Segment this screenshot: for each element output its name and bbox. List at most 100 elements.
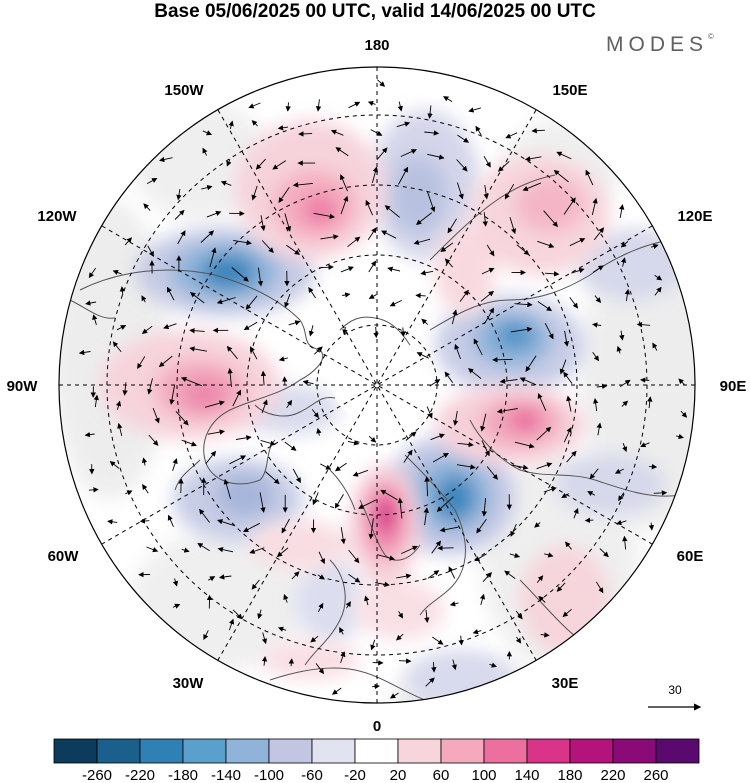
wind-vector <box>620 257 627 267</box>
wind-vector <box>223 478 232 500</box>
wind-vector <box>291 571 300 580</box>
wind-vector <box>592 398 599 412</box>
wind-vector <box>396 633 404 641</box>
wind-vector <box>206 210 222 218</box>
wind-vector <box>451 659 457 671</box>
wind-vector <box>573 507 579 519</box>
wind-vector <box>589 468 599 480</box>
wind-vector <box>265 471 280 485</box>
wind-vector <box>339 174 348 192</box>
wind-vector <box>556 151 572 160</box>
wind-vector <box>396 121 411 128</box>
wind-vector <box>537 392 547 411</box>
wind-vector <box>496 408 518 414</box>
wind-vector <box>497 160 510 172</box>
wind-vector <box>622 535 628 550</box>
wind-vector <box>175 411 189 426</box>
wind-vector <box>640 377 650 383</box>
wind-vector <box>281 518 290 534</box>
wind-vector <box>377 79 386 87</box>
wind-vector <box>166 286 175 301</box>
wind-vector <box>563 426 572 443</box>
wind-vector <box>207 429 225 435</box>
colorbar-tick-label: -20 <box>344 767 366 783</box>
colorbar-box <box>483 738 528 764</box>
wind-vector <box>245 295 258 310</box>
wind-vector <box>368 260 377 273</box>
copyright-mark: © <box>708 32 714 41</box>
wind-vector <box>467 368 482 379</box>
wind-vector <box>316 427 322 436</box>
lon-label-180: 180 <box>364 37 389 54</box>
wind-vector <box>536 575 544 583</box>
wind-vector <box>622 443 628 453</box>
wind-vector <box>78 349 91 356</box>
wind-vector <box>540 632 550 638</box>
wind-vector <box>430 433 445 441</box>
wind-vector <box>389 299 402 307</box>
lon-label-0: 0 <box>373 718 381 735</box>
wind-vector <box>285 102 291 112</box>
wind-vector <box>261 399 268 414</box>
wind-vector <box>276 547 289 557</box>
wind-vector <box>481 440 490 457</box>
wind-vector <box>384 205 400 218</box>
wind-vector <box>593 227 605 241</box>
wind-vector <box>538 595 546 603</box>
wind-vector <box>189 327 205 334</box>
wind-vector <box>227 368 233 387</box>
wind-vector <box>427 153 445 160</box>
negative-anomalies <box>135 110 685 703</box>
colorbar-box <box>612 738 657 764</box>
colorbar-box <box>526 738 571 764</box>
wind-vector <box>146 546 159 553</box>
wind-vector <box>364 595 370 606</box>
wind-vector <box>522 182 542 191</box>
wind-vector <box>334 462 347 472</box>
wind-vector <box>595 581 604 594</box>
wind-vector <box>139 518 150 524</box>
wind-vector <box>172 458 178 471</box>
wind-vector <box>510 523 517 537</box>
wind-vector <box>396 573 412 579</box>
wind-vector <box>340 195 349 215</box>
wind-vector <box>424 609 430 623</box>
wind-vector <box>217 547 234 553</box>
wind-vector <box>348 573 361 583</box>
wind-vector <box>405 431 417 441</box>
wind-vector <box>288 320 301 326</box>
wind-vector <box>371 166 379 184</box>
wind-vector <box>257 609 263 620</box>
wind-vector <box>654 274 663 281</box>
wind-vector <box>376 554 395 561</box>
wind-vector <box>624 288 631 302</box>
wind-vector <box>397 611 404 619</box>
wind-vector <box>427 570 440 579</box>
wind-vector <box>169 385 175 405</box>
wind-vector <box>482 572 493 583</box>
wind-vector <box>352 469 369 477</box>
wind-vector <box>652 342 658 351</box>
wind-vector <box>543 486 557 493</box>
wind-vector <box>148 434 159 446</box>
colorbar-ticks: -260 -220 -180 -140 -100 -60 -20 20 60 100 140 180 2… <box>82 767 669 783</box>
wind-vector <box>537 301 553 312</box>
wind-vector <box>340 651 346 664</box>
wind-vector <box>347 236 361 248</box>
wind-vector <box>320 234 339 240</box>
wind-vector <box>176 189 182 201</box>
wind-vector <box>159 156 173 163</box>
wind-vector <box>420 270 434 276</box>
wind-vector <box>431 661 437 673</box>
wind-vector <box>516 244 530 256</box>
wind-vector <box>251 579 260 590</box>
wind-vector <box>483 185 489 200</box>
wind-vector <box>427 191 436 213</box>
wind-vector <box>235 435 252 441</box>
wind-vector <box>649 463 658 470</box>
wind-vector <box>137 356 146 369</box>
wind-vector <box>204 400 225 408</box>
wind-vector <box>680 410 688 418</box>
wind-vector <box>563 371 573 384</box>
